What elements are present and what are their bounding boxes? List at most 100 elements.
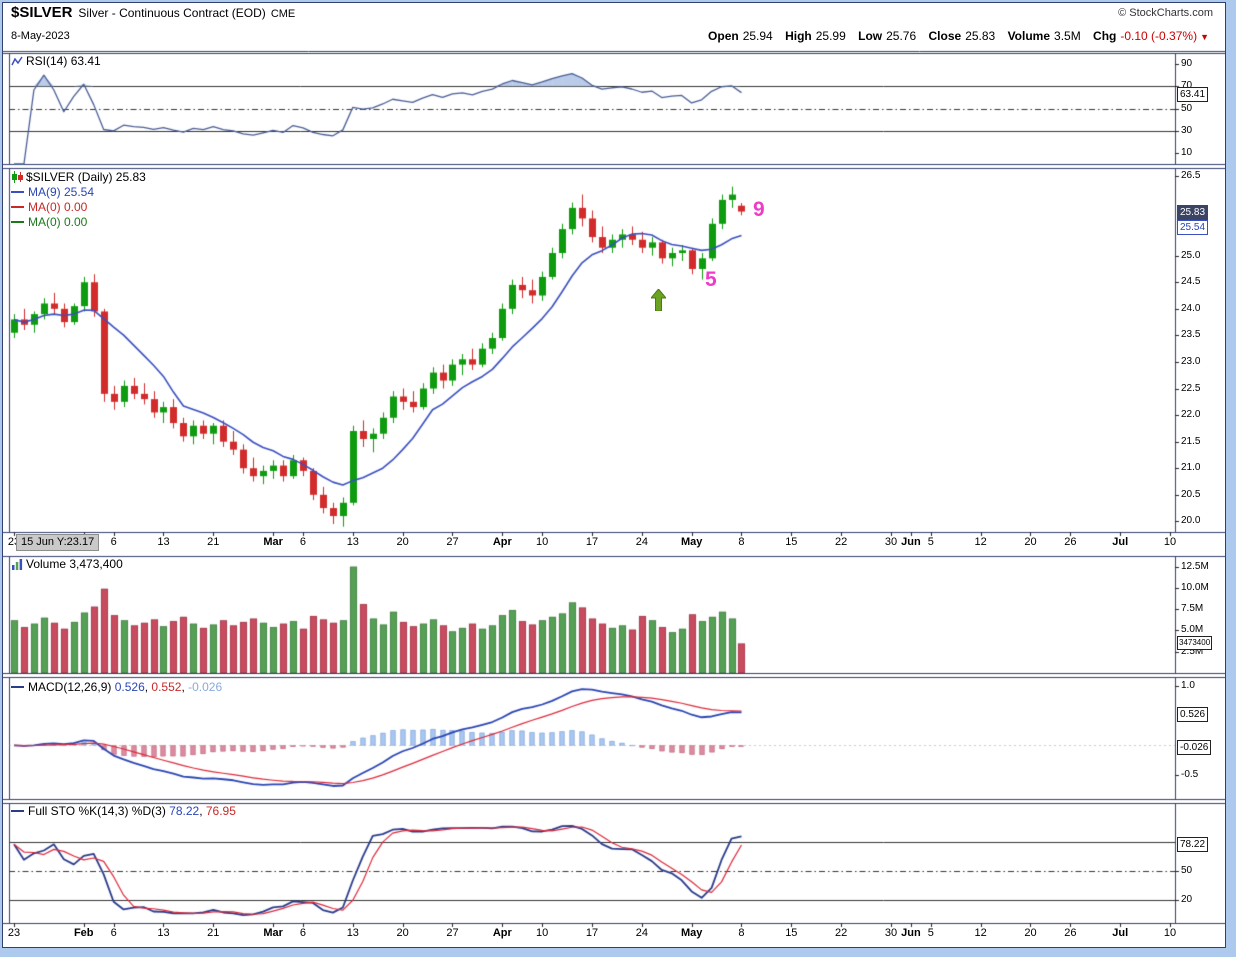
- volume-value: 3.5M: [1054, 29, 1081, 43]
- x-axis-label: Mar: [263, 536, 283, 548]
- value-box-sto: 78.22: [1177, 836, 1209, 852]
- high-label: High: [785, 29, 812, 43]
- ma9-line-swatch: [11, 191, 24, 193]
- crosshair-readout: 15 Jun Y:23.17: [16, 534, 100, 551]
- chart-date: 8-May-2023: [11, 30, 70, 42]
- x-axis-label: 10: [1163, 536, 1177, 548]
- y-axis-label: 50: [1181, 864, 1193, 876]
- rsi-icon: [11, 56, 23, 66]
- x-axis-label: 6: [110, 536, 117, 548]
- y-axis-label: 21.0: [1181, 462, 1201, 474]
- x-axis-label: 8: [738, 536, 745, 548]
- x-axis-label: 22: [835, 927, 848, 939]
- value-box-macd: 0.526: [1177, 707, 1209, 723]
- y-axis-label: 20: [1181, 893, 1193, 905]
- x-axis-label: Mar: [263, 927, 283, 939]
- x-axis-label: Jun: [901, 536, 921, 548]
- volume-legend: Volume 3,473,400: [11, 557, 123, 571]
- close-label: Close: [928, 29, 962, 43]
- x-axis-label: 5: [927, 927, 934, 939]
- y-axis-label: 22.0: [1181, 409, 1201, 421]
- macd-line-swatch: [11, 686, 24, 688]
- wave-annotation-9: 9: [753, 198, 765, 221]
- y-axis-label: 70: [1181, 80, 1192, 91]
- candlestick-icon: [12, 171, 23, 183]
- x-axis-label: 6: [299, 927, 307, 939]
- up-arrow-icon: [651, 289, 666, 311]
- macd-sep-1: ,: [144, 680, 152, 694]
- x-axis-label: 17: [585, 927, 599, 939]
- x-axis-label: 30: [884, 536, 898, 548]
- x-axis-label: 13: [346, 536, 359, 548]
- ma9-legend: MA(9) 25.54: [11, 185, 94, 199]
- macd-value-1: 0.526: [114, 680, 145, 694]
- close-value: 25.83: [965, 29, 996, 43]
- y-axis-label: 22.5: [1181, 382, 1201, 394]
- y-axis-label: 10: [1181, 146, 1193, 158]
- value-box-rsi: 63.41: [1177, 86, 1209, 102]
- x-axis-label: May: [680, 927, 703, 939]
- chg-label: Chg: [1093, 29, 1117, 43]
- chart-window: $SILVER Silver - Continuous Contract (EOD…: [2, 2, 1226, 948]
- low-label: Low: [858, 29, 883, 43]
- volume-legend-name: Volume: [26, 557, 67, 571]
- value-box-hist: -0.026: [1177, 739, 1212, 755]
- x-axis-label: 6: [110, 927, 117, 939]
- volume-legend-value: 3,473,400: [69, 557, 123, 571]
- y-axis-label: 26.5: [1181, 169, 1201, 181]
- volume-bars-icon: [12, 559, 23, 570]
- price-legend-text: $SILVER (Daily) 25.83: [26, 170, 146, 184]
- x-axis-label: 20: [1024, 536, 1037, 548]
- high-value: 25.99: [815, 29, 846, 43]
- y-axis-label: 24.0: [1181, 302, 1201, 314]
- y-axis-label: 5.0M: [1181, 624, 1204, 636]
- ma0-red-swatch: [11, 206, 24, 208]
- y-axis-label: 20.0: [1181, 515, 1201, 527]
- sto-value-d: 76.95: [205, 804, 236, 818]
- x-axis-label: Apr: [492, 927, 512, 939]
- y-axis-label: 23.0: [1181, 355, 1201, 367]
- symbol: $SILVER: [11, 4, 73, 21]
- y-axis-label: 30: [1181, 124, 1193, 136]
- x-axis-label: 12: [974, 536, 987, 548]
- x-axis-label: 27: [446, 927, 459, 939]
- x-axis-label: Jul: [1112, 536, 1129, 548]
- x-axis-label: Feb: [73, 927, 94, 939]
- x-axis-label: 13: [157, 927, 170, 939]
- rsi-legend-value: 63.41: [70, 54, 101, 68]
- y-axis-label: 1.0: [1181, 679, 1195, 691]
- y-axis-label: -0.5: [1181, 769, 1199, 781]
- x-axis-label: 15: [785, 927, 798, 939]
- ma0-red-text: MA(0) 0.00: [28, 200, 88, 214]
- rsi-legend-name: RSI(14): [26, 54, 68, 68]
- ma0-green-swatch: [11, 221, 24, 223]
- y-axis-label: 10.0M: [1181, 581, 1209, 593]
- ma0-green-text: MA(0) 0.00: [28, 215, 88, 229]
- x-axis-label: 21: [207, 536, 220, 548]
- chart-canvas[interactable]: [3, 3, 1225, 947]
- macd-value-3: -0.026: [188, 680, 223, 694]
- value-box-close: 25.83: [1177, 204, 1209, 220]
- x-axis-label: 30: [884, 927, 898, 939]
- volume-label: Volume: [1007, 29, 1051, 43]
- macd-value-2: 0.552: [151, 680, 182, 694]
- y-axis-label: 2.5M: [1181, 645, 1204, 657]
- ma0-red-legend: MA(0) 0.00: [11, 200, 87, 214]
- x-axis-label: 10: [536, 536, 549, 548]
- sto-legend-name: Full STO %K(14,3) %D(3): [28, 804, 166, 818]
- stockcharts-credit: © StockCharts.com: [1118, 7, 1213, 19]
- x-axis-label: 17: [585, 536, 599, 548]
- rsi-legend: RSI(14) 63.41: [11, 54, 101, 68]
- x-axis-label: 23: [7, 927, 21, 939]
- value-box-ma9: 25.54: [1177, 219, 1209, 235]
- x-axis-label: 6: [299, 536, 307, 548]
- x-axis-label: Jul: [1112, 927, 1129, 939]
- macd-sep-2: ,: [181, 680, 189, 694]
- quote-summary: Open 25.94 High 25.99 Low 25.76 Close 25.83 …: [708, 29, 1209, 43]
- x-axis-label: Apr: [492, 536, 512, 548]
- y-axis-label: 24.5: [1181, 276, 1201, 288]
- y-axis-label: 20.5: [1181, 488, 1201, 500]
- y-axis-label: 23.5: [1181, 329, 1201, 341]
- chg-down-triangle-icon: ▼: [1200, 32, 1209, 42]
- open-label: Open: [708, 29, 739, 43]
